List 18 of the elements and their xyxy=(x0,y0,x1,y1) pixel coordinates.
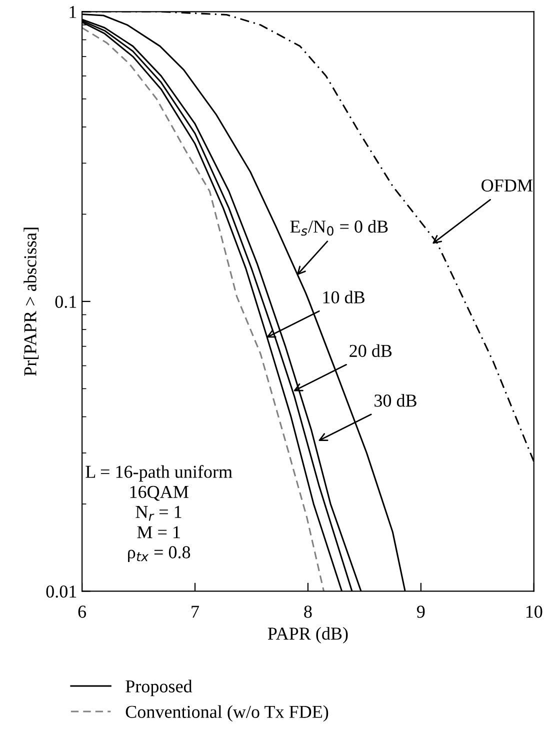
legend-label: Conventional (w/o Tx FDE) xyxy=(126,705,328,722)
annotation: OFDM xyxy=(482,179,532,192)
x-axis-title: PAPR (dB) xyxy=(268,627,348,644)
y-axis-title: Pr[PAPR > abscissa] xyxy=(24,228,39,376)
annotation: 20 dB xyxy=(350,344,392,357)
x-tick-label: 7 xyxy=(192,606,199,618)
y-tick-label: 0.1 xyxy=(55,296,76,308)
x-tick-label: 10 xyxy=(526,606,542,618)
annotation: 10 dB xyxy=(323,290,364,304)
annotation: E$_{s}$/N$_{0}$ = 0 dB xyxy=(290,220,388,236)
text: L = 16-path uniform 16QAM N$_{r}$ = 1 M = 1 ρ$_{tx}$ = 0.8 xyxy=(86,465,232,562)
y-tick-label: 0.01 xyxy=(46,585,76,598)
x-tick-label: 9 xyxy=(416,606,425,618)
x-tick-label: 6 xyxy=(78,606,86,618)
annotation: 30 dB xyxy=(374,394,416,407)
x-tick-label: 8 xyxy=(304,606,312,618)
legend-label: Proposed xyxy=(126,680,192,696)
y-tick-label: 1 xyxy=(70,6,76,18)
